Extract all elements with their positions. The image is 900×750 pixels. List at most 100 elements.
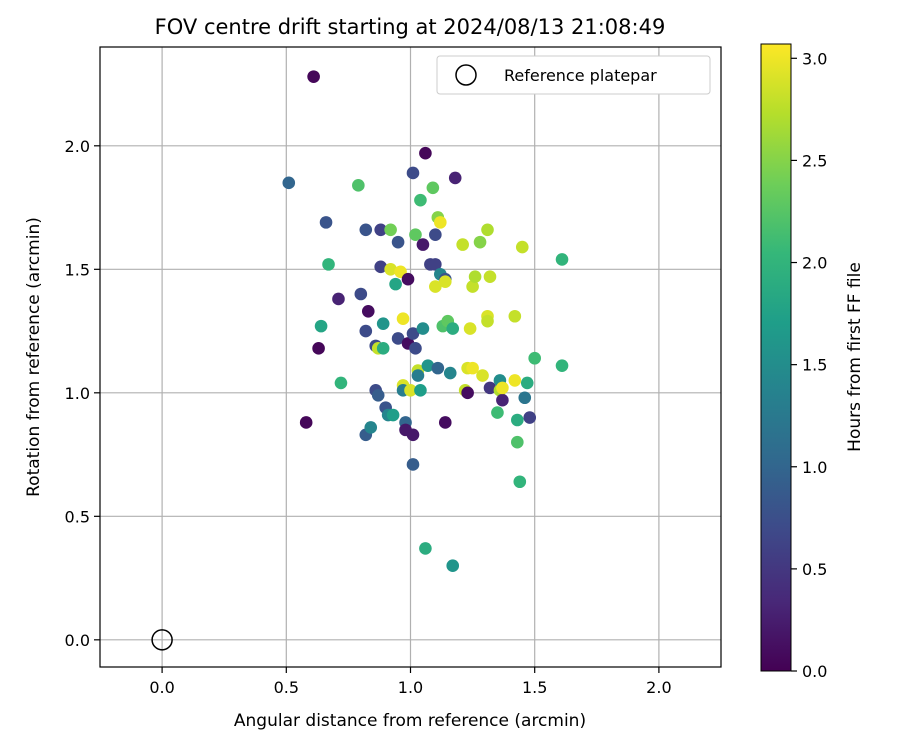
data-point xyxy=(426,181,440,195)
data-point xyxy=(473,235,487,249)
data-point xyxy=(468,270,482,284)
data-point xyxy=(518,391,532,405)
data-point xyxy=(555,359,569,372)
data-point xyxy=(359,223,373,237)
colorbar xyxy=(760,43,792,672)
data-point xyxy=(406,458,420,471)
data-point xyxy=(508,309,522,323)
data-point xyxy=(389,277,402,291)
x-tick-label: 0.0 xyxy=(149,678,174,697)
colorbar-tick-label: 0.5 xyxy=(802,560,827,579)
data-point xyxy=(416,238,430,251)
data-point xyxy=(414,384,427,397)
data-point xyxy=(416,322,430,335)
colorbar-label: Hours from first FF file xyxy=(845,262,865,452)
data-point xyxy=(481,314,494,328)
reference-platepar-marker xyxy=(151,629,173,651)
colorbar-tick-label: 1.5 xyxy=(802,356,827,375)
data-point xyxy=(429,258,442,271)
data-point xyxy=(312,342,325,355)
data-point xyxy=(409,228,422,242)
data-point xyxy=(496,393,509,407)
y-tick-label: 0.0 xyxy=(65,631,90,650)
data-point xyxy=(319,216,333,229)
y-axis-label: Rotation from reference (arcmin) xyxy=(24,217,44,497)
colorbar-tick-label: 3.0 xyxy=(802,49,827,68)
data-point xyxy=(409,342,422,355)
data-point xyxy=(496,381,509,395)
data-point xyxy=(463,322,477,335)
data-point xyxy=(391,332,405,345)
data-point xyxy=(508,374,522,387)
legend-entry-reference-platepar: Reference platepar xyxy=(504,66,657,85)
data-point xyxy=(446,559,460,573)
data-point xyxy=(419,146,432,160)
data-point xyxy=(466,280,479,293)
data-point xyxy=(483,270,497,284)
data-point xyxy=(429,228,442,242)
colorbar-tick-label: 2.0 xyxy=(802,254,827,273)
data-point xyxy=(511,413,524,427)
data-point xyxy=(364,421,378,434)
data-point xyxy=(438,416,452,429)
data-point xyxy=(434,216,447,229)
data-point xyxy=(374,223,387,237)
data-point xyxy=(386,408,400,422)
data-point xyxy=(391,235,405,249)
data-point xyxy=(431,361,445,375)
data-point xyxy=(443,366,457,380)
data-point xyxy=(384,223,397,237)
y-axis-ticks: 0.0 0.5 1.0 1.5 2.0 xyxy=(65,137,100,650)
x-tick-label: 0.5 xyxy=(274,678,299,697)
data-point xyxy=(282,176,296,190)
data-point xyxy=(376,342,390,355)
data-point xyxy=(438,275,452,288)
data-point xyxy=(406,166,420,180)
y-tick-label: 2.0 xyxy=(65,137,90,156)
colorbar-tick-label: 2.5 xyxy=(802,151,827,170)
data-point xyxy=(354,287,368,301)
grid-lines xyxy=(100,47,721,667)
data-point xyxy=(476,369,489,382)
data-point xyxy=(307,70,320,83)
data-point xyxy=(481,223,494,237)
data-point xyxy=(299,416,313,429)
data-point xyxy=(515,240,529,254)
data-point xyxy=(520,376,534,390)
x-axis-label: Angular distance from reference (arcmin) xyxy=(234,711,586,731)
legend-reference-marker xyxy=(455,64,477,86)
data-point xyxy=(461,386,474,400)
x-tick-label: 1.5 xyxy=(522,678,547,697)
data-point xyxy=(332,292,345,306)
data-point xyxy=(448,171,462,185)
colorbar-tick-label: 0.0 xyxy=(802,662,827,681)
data-point xyxy=(406,428,420,442)
reference-marker-group xyxy=(151,629,173,651)
data-point xyxy=(404,384,417,397)
data-point xyxy=(396,312,410,326)
data-point xyxy=(421,359,435,372)
data-point xyxy=(376,317,390,330)
legend-box xyxy=(436,55,711,95)
data-point xyxy=(359,324,373,338)
data-point xyxy=(371,388,385,402)
chart-title: FOV centre drift starting at 2024/08/13 … xyxy=(155,15,666,39)
data-point xyxy=(419,542,432,555)
data-point xyxy=(523,411,537,424)
y-tick-label: 1.0 xyxy=(65,384,90,403)
data-point xyxy=(384,263,397,276)
data-point xyxy=(414,193,427,207)
data-point xyxy=(513,475,527,489)
data-point xyxy=(466,361,479,375)
colorbar-tick-label: 1.0 xyxy=(802,458,827,477)
data-point xyxy=(491,406,504,419)
data-point xyxy=(483,381,497,395)
data-point xyxy=(456,238,469,251)
data-point xyxy=(406,327,420,340)
colorbar-ticks: 0.0 0.5 1.0 1.5 2.0 2.5 3.0 xyxy=(791,49,827,681)
legend: Reference platepar xyxy=(436,55,711,95)
y-tick-label: 0.5 xyxy=(65,507,90,526)
data-points xyxy=(282,70,569,573)
x-tick-label: 1.0 xyxy=(398,678,423,697)
